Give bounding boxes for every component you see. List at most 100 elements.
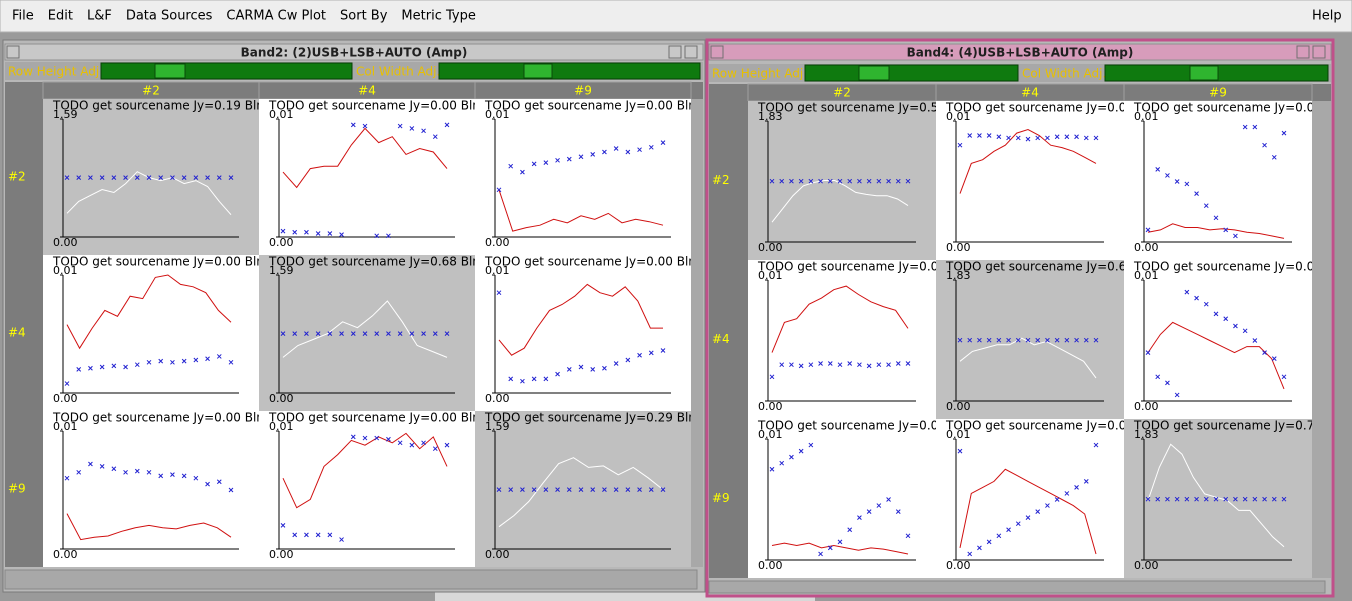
- y-tick-label: 0.01: [485, 264, 510, 277]
- data-point: [1184, 181, 1190, 187]
- plot-cell[interactable]: TODO get sourcename Jy=0.00 Bln 0.00 0.01: [475, 255, 696, 412]
- data-point: [660, 487, 666, 492]
- data-point: [1006, 337, 1011, 343]
- plot-cell[interactable]: TODO get sourcename Jy=0.19 Bln 0.00 1.59: [43, 99, 264, 256]
- plot-cell[interactable]: TODO get sourcename Jy=0.00 Bln 0.00 0.01: [475, 99, 696, 256]
- y-tick-label: 0.00: [1134, 400, 1159, 413]
- col-width-slider[interactable]: [438, 62, 701, 80]
- data-point: [444, 442, 450, 448]
- plot-cell[interactable]: TODO get sourcename Jy=0.29 Bln 0.00 1.59: [475, 411, 696, 568]
- row-height-slider[interactable]: [804, 64, 1019, 82]
- data-point: [798, 363, 804, 369]
- maximize-button[interactable]: [1312, 45, 1326, 59]
- scrollbar[interactable]: [4, 569, 698, 590]
- data-point: [1165, 380, 1170, 386]
- menu-item[interactable]: Help: [1312, 9, 1342, 24]
- data-point: [1233, 233, 1238, 239]
- data-point: [350, 434, 356, 440]
- plot-background: [475, 99, 691, 255]
- data-point: [895, 361, 901, 366]
- data-point: [857, 178, 862, 184]
- data-point: [648, 144, 654, 150]
- y-tick-label: 1.83: [758, 110, 783, 123]
- plot-cell[interactable]: TODO get sourcename Jy=0.65 0.00 1.83: [936, 260, 1134, 420]
- data-line: [1147, 223, 1285, 239]
- slider-thumb[interactable]: [858, 65, 890, 81]
- data-point: [304, 532, 309, 538]
- scrollbar-vertical[interactable]: [1312, 101, 1331, 578]
- plot-cell[interactable]: TODO get sourcename Jy=0.00 0.00 0.01: [1124, 260, 1322, 420]
- y-tick-label: 0.01: [1134, 110, 1159, 123]
- y-tick-label: 0.00: [758, 400, 783, 413]
- menu-item[interactable]: L&F: [87, 9, 112, 24]
- menu-item[interactable]: CARMA Cw Plot: [226, 9, 326, 24]
- y-tick-label: 0.00: [946, 400, 971, 413]
- data-point: [158, 175, 164, 180]
- data-point: [1006, 135, 1011, 141]
- data-point: [339, 232, 344, 237]
- data-point: [508, 163, 514, 169]
- row-height-slider[interactable]: [100, 62, 353, 80]
- data-point: [847, 178, 853, 184]
- plot-cell[interactable]: TODO get sourcename Jy=0.00 Bln 0.00 0.01: [43, 255, 264, 412]
- data-point: [648, 487, 654, 492]
- data-point: [1064, 491, 1070, 496]
- window-title: Band2: (2)USB+LSB+AUTO (Amp): [241, 46, 468, 60]
- data-point: [818, 361, 823, 366]
- window-menu-button[interactable]: [710, 45, 724, 59]
- plot-cell[interactable]: TODO get sourcename Jy=0.00 Bln 0.00 0.01: [259, 411, 480, 568]
- data-point: [789, 178, 794, 184]
- data-point: [555, 487, 560, 492]
- plot-label: TODO get sourcename Jy=0.00: [945, 419, 1134, 433]
- scrollbar[interactable]: [708, 580, 1326, 594]
- plot-cell[interactable]: TODO get sourcename Jy=0.00 Bln 0.00 0.01: [43, 411, 264, 568]
- window-menu-button[interactable]: [6, 45, 20, 59]
- menu-item[interactable]: Data Sources: [126, 9, 213, 24]
- data-point: [1271, 496, 1277, 502]
- plot-cell[interactable]: TODO get sourcename Jy=0.00 0.00 0.01: [936, 419, 1134, 579]
- menu-item[interactable]: Edit: [48, 9, 73, 24]
- data-point: [1025, 337, 1031, 343]
- data-point: [327, 331, 333, 336]
- column-header-label: #9: [1209, 86, 1227, 100]
- data-point: [1015, 135, 1021, 141]
- data-point: [315, 231, 321, 236]
- data-point: [99, 175, 105, 180]
- scrollbar-vertical[interactable]: [691, 99, 703, 567]
- minimize-button[interactable]: [1296, 45, 1310, 59]
- slider-thumb[interactable]: [523, 63, 553, 79]
- plot-label: TODO get sourcename Jy=0.00 Bln: [52, 255, 264, 269]
- plot-cell[interactable]: TODO get sourcename Jy=0.00 Bln 0.00 0.01: [259, 99, 480, 256]
- data-point: [866, 509, 872, 514]
- maximize-button[interactable]: [684, 45, 698, 59]
- data-point: [397, 331, 403, 336]
- data-point: [996, 134, 1002, 140]
- plot-cell[interactable]: TODO get sourcename Jy=0.55 0.00 1.83: [748, 101, 946, 261]
- menu-item[interactable]: Metric Type: [401, 9, 475, 24]
- row-header-bar: [709, 101, 748, 578]
- minimize-button[interactable]: [668, 45, 682, 59]
- data-point: [1165, 496, 1170, 502]
- data-point: [421, 440, 426, 446]
- y-tick-label: 0.00: [53, 236, 78, 249]
- plot-cell[interactable]: TODO get sourcename Jy=0.00 0.00 0.01: [1124, 101, 1322, 261]
- data-line: [771, 542, 909, 555]
- menu-item[interactable]: File: [12, 9, 34, 24]
- y-tick-label: 0.00: [485, 548, 510, 561]
- data-point: [444, 122, 450, 128]
- plot-cell[interactable]: TODO get sourcename Jy=0.7 0.00 1.83: [1124, 419, 1314, 579]
- data-line: [959, 128, 1097, 194]
- slider-thumb[interactable]: [154, 63, 186, 79]
- data-point: [779, 178, 785, 184]
- plot-background: [936, 419, 1124, 578]
- plot-cell[interactable]: TODO get sourcename Jy=0.00 0.00 0.01: [748, 419, 946, 579]
- menu-item[interactable]: Sort By: [340, 9, 388, 24]
- slider-thumb[interactable]: [1189, 65, 1219, 81]
- plot-cell[interactable]: TODO get sourcename Jy=0.68 Bln 0.00 1.59: [259, 255, 480, 412]
- data-point: [496, 290, 502, 296]
- column-header-label: #9: [574, 84, 592, 98]
- plot-cell[interactable]: TODO get sourcename Jy=0.00 0.00 0.01: [748, 260, 946, 420]
- data-point: [111, 466, 117, 472]
- data-point: [1074, 134, 1079, 140]
- plot-cell[interactable]: TODO get sourcename Jy=0.00 0.00 0.01: [936, 101, 1134, 261]
